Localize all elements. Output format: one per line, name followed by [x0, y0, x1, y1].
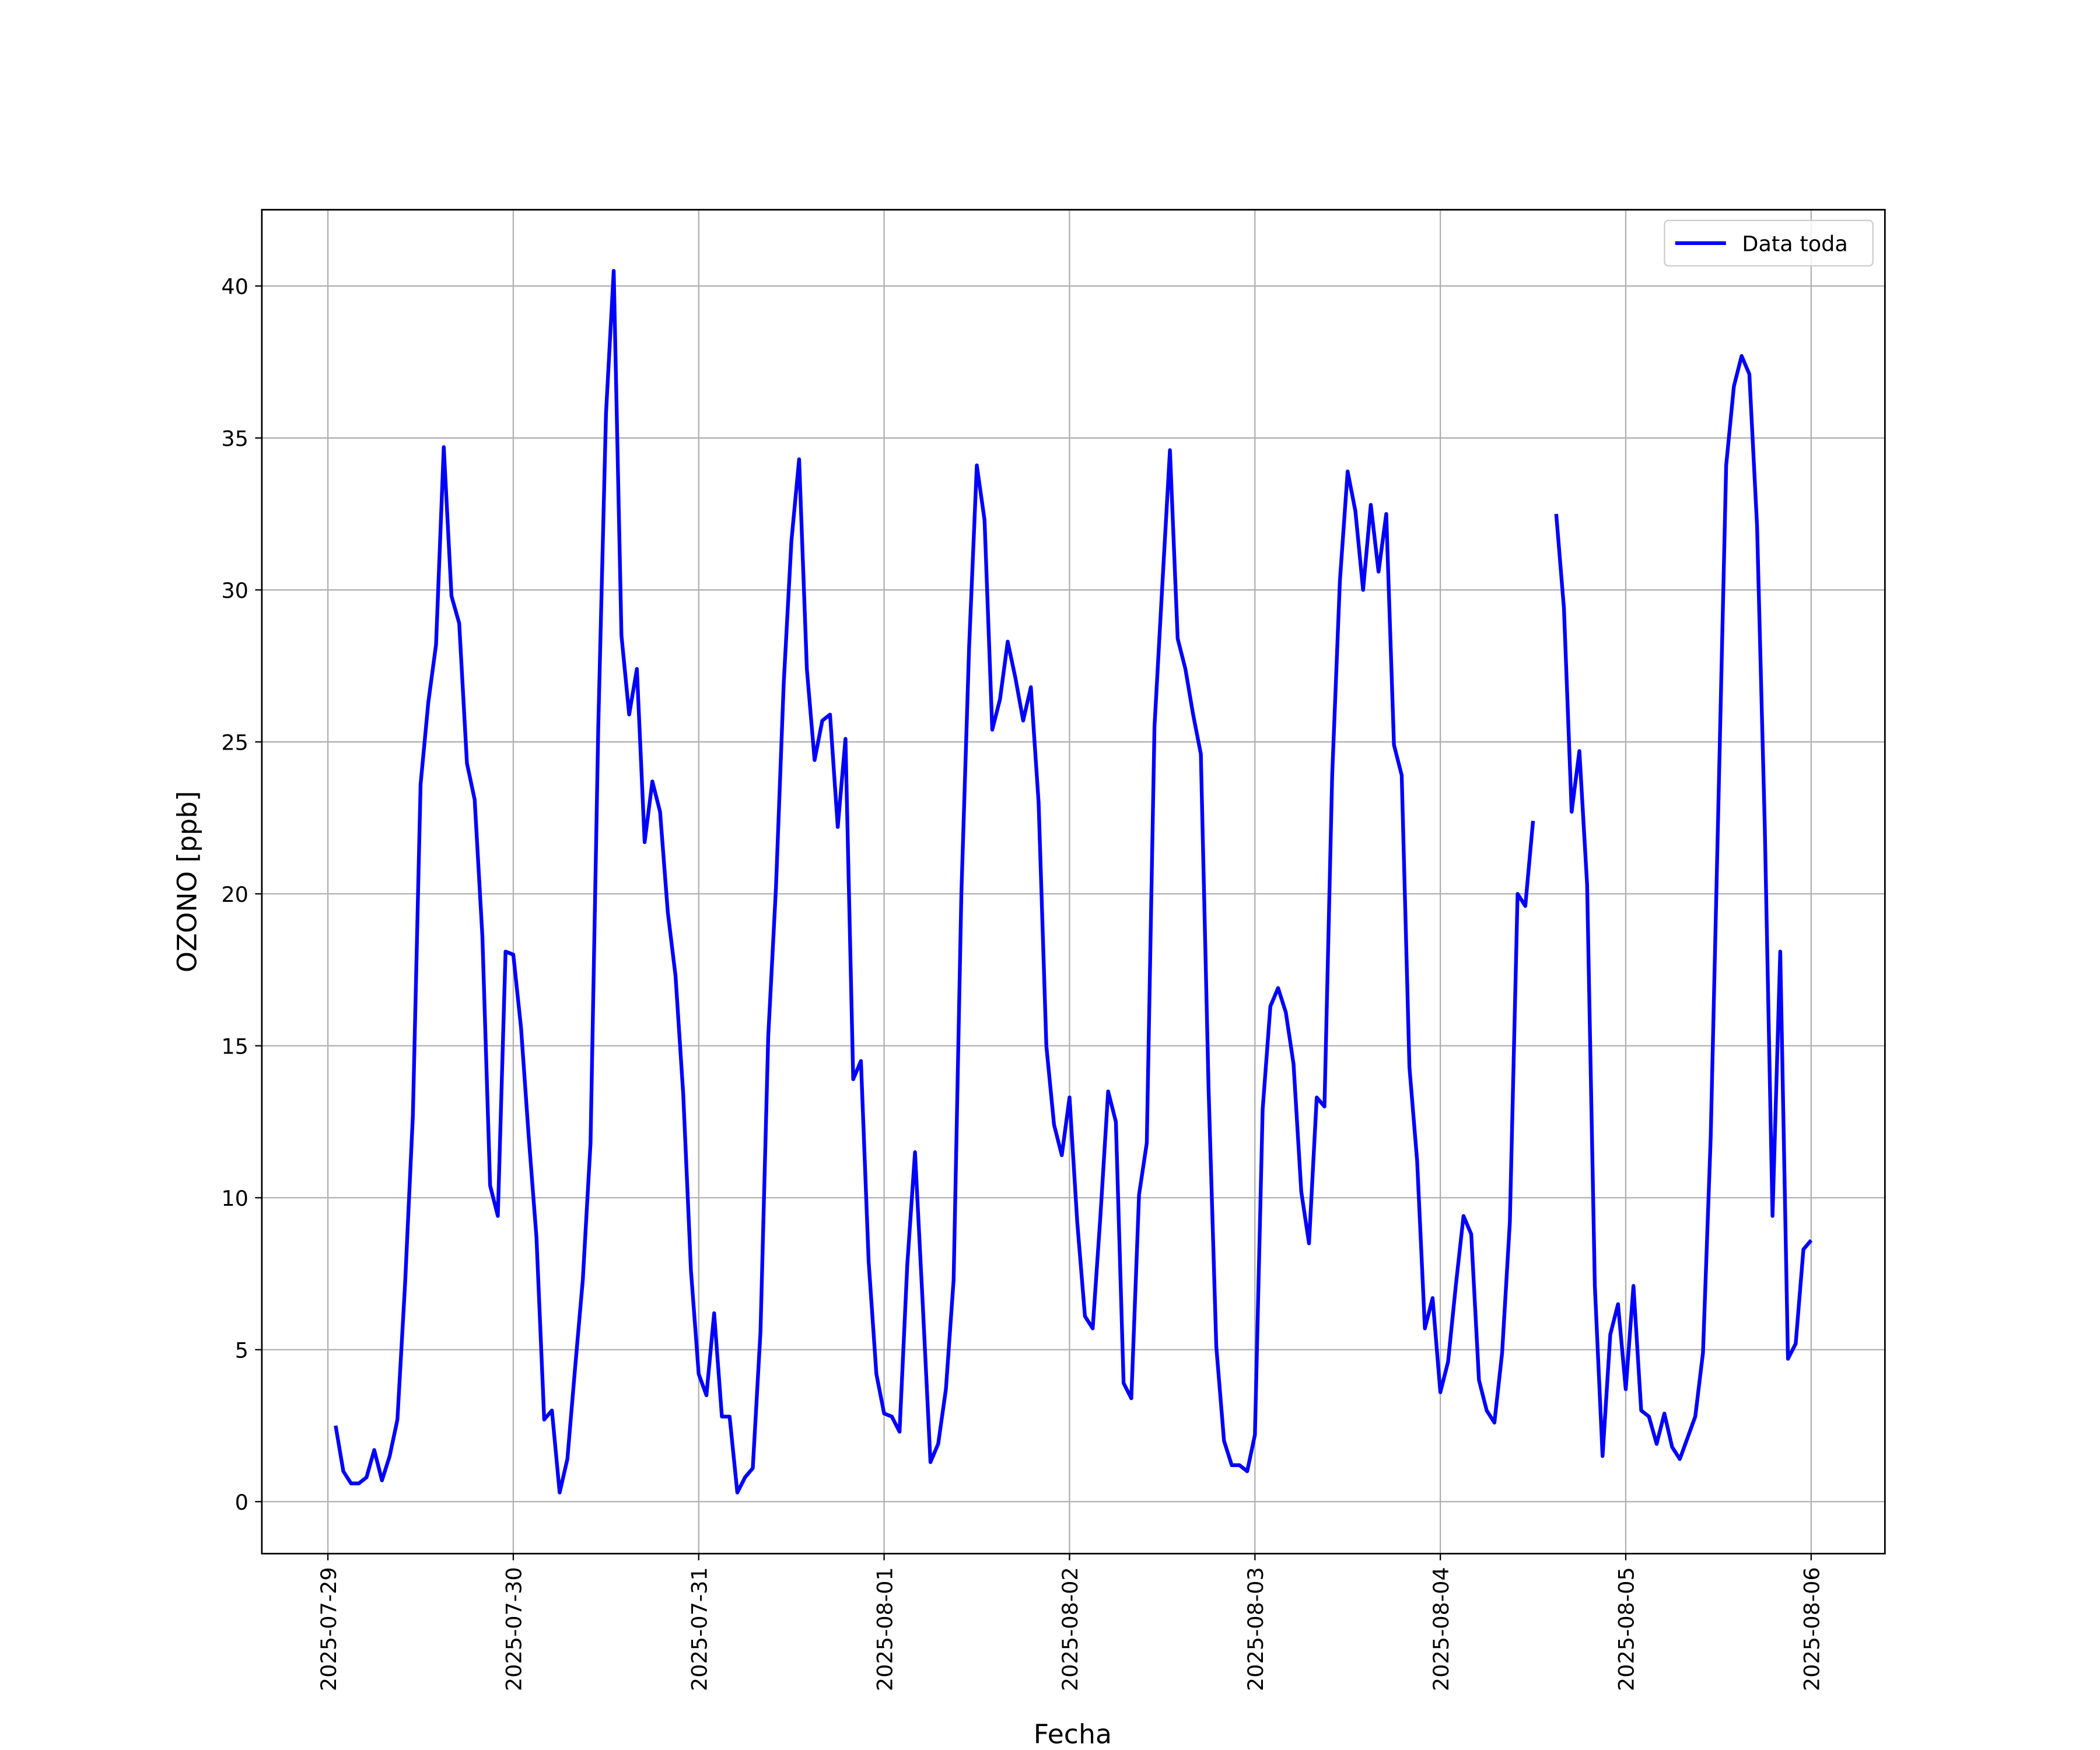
y-tick-label: 20 — [221, 882, 249, 907]
x-tick-label: 2025-07-29 — [316, 1567, 341, 1691]
y-tick-label: 10 — [221, 1186, 249, 1211]
x-tick-label: 2025-08-01 — [872, 1567, 897, 1691]
y-tick-label: 25 — [221, 730, 249, 755]
y-tick-label: 35 — [221, 426, 249, 452]
y-tick-label: 0 — [235, 1490, 249, 1515]
y-tick-label: 40 — [221, 274, 249, 299]
y-tick-label: 5 — [235, 1338, 249, 1363]
legend: Data toda — [1664, 219, 1874, 267]
y-tick-label: 30 — [221, 578, 249, 603]
x-tick-label: 2025-08-06 — [1800, 1567, 1825, 1691]
x-tick-label: 2025-08-04 — [1429, 1567, 1454, 1691]
data-line — [334, 269, 1813, 1494]
legend-label: Data toda — [1742, 232, 1848, 257]
x-axis-label: Fecha — [1034, 1718, 1112, 1750]
y-axis-label: OZONO [ppb] — [172, 791, 203, 972]
plot-frame — [261, 209, 1886, 1555]
x-tick-label: 2025-08-02 — [1058, 1567, 1083, 1691]
x-tick-label: 2025-08-03 — [1243, 1567, 1268, 1691]
x-tick-label: 2025-07-31 — [687, 1567, 712, 1691]
y-tick-label: 15 — [221, 1034, 249, 1059]
legend-box — [1664, 219, 1874, 267]
x-tick-label: 2025-07-30 — [502, 1567, 527, 1691]
x-tick-label: 2025-08-05 — [1614, 1567, 1639, 1691]
